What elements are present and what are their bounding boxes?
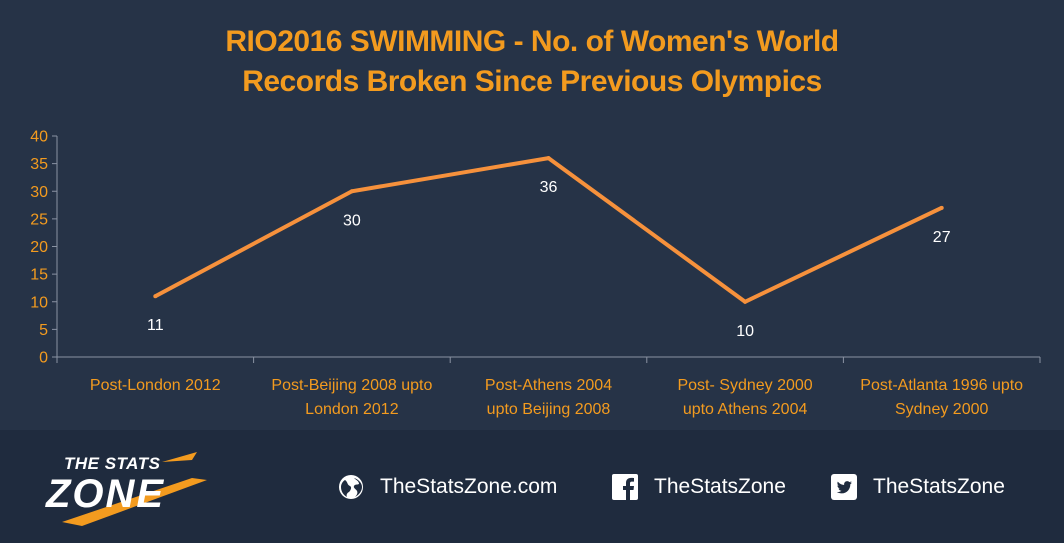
y-tick-label: 15 xyxy=(30,267,48,284)
x-category-label: upto Athens 2004 xyxy=(683,401,808,418)
footer: THE STATS ZONE TheStatsZone.com TheStats… xyxy=(0,430,1064,543)
x-category-label: Post-London 2012 xyxy=(90,377,221,394)
logo-swoosh-icon xyxy=(62,452,207,526)
data-point xyxy=(546,156,551,161)
x-category-label: Post-Atlanta 1996 upto xyxy=(860,377,1023,394)
y-tick-label: 10 xyxy=(30,294,48,311)
data-point xyxy=(743,299,748,304)
y-tick-label: 30 xyxy=(30,184,48,201)
chart-title-line-2: Records Broken Since Previous Olympics xyxy=(242,65,822,98)
logo-text-top: THE STATS xyxy=(64,454,161,473)
website-text: TheStatsZone.com xyxy=(380,475,558,498)
chart-title: RIO2016 SWIMMING - No. of Women's World … xyxy=(0,22,1064,102)
data-label: 30 xyxy=(343,212,361,229)
data-label: 10 xyxy=(736,323,754,340)
x-category-label: upto Beijing 2008 xyxy=(487,401,611,418)
x-category-label: Post-Athens 2004 xyxy=(485,377,612,394)
facebook-link[interactable]: TheStatsZone xyxy=(610,470,786,504)
x-category-label: London 2012 xyxy=(305,401,399,418)
data-point xyxy=(349,189,354,194)
facebook-text: TheStatsZone xyxy=(654,475,786,498)
x-category-label: Post- Sydney 2000 xyxy=(677,377,812,394)
data-point xyxy=(153,294,158,299)
globe-icon xyxy=(336,472,366,502)
y-tick-label: 35 xyxy=(30,156,48,173)
x-category-label: Post-Beijing 2008 upto xyxy=(271,377,432,394)
chart-title-line-1: RIO2016 SWIMMING - No. of Women's World xyxy=(225,25,839,58)
y-tick-label: 0 xyxy=(39,350,48,367)
twitter-link[interactable]: TheStatsZone xyxy=(829,470,1005,504)
data-point xyxy=(939,205,944,210)
facebook-icon xyxy=(610,472,640,502)
line-chart: 0 5 10 15 20 25 30 35 40 Post-London 2012 Post-Bei… xyxy=(30,129,1041,418)
data-label: 11 xyxy=(147,317,164,334)
data-label: 27 xyxy=(933,229,951,246)
twitter-icon xyxy=(829,472,859,502)
logo-text-zone: ZONE xyxy=(46,472,166,516)
stats-zone-logo: THE STATS ZONE xyxy=(42,450,232,530)
data-label: 36 xyxy=(540,179,558,196)
y-tick-label: 25 xyxy=(30,211,48,228)
chart-area: RIO2016 SWIMMING - No. of Women's World … xyxy=(0,22,1064,418)
y-tick-label: 20 xyxy=(30,239,48,256)
y-tick-label: 5 xyxy=(39,322,48,339)
x-category-label: Sydney 2000 xyxy=(895,401,989,418)
y-tick-label: 40 xyxy=(30,129,48,146)
website-link[interactable]: TheStatsZone.com xyxy=(336,470,557,504)
twitter-text: TheStatsZone xyxy=(873,475,1005,498)
